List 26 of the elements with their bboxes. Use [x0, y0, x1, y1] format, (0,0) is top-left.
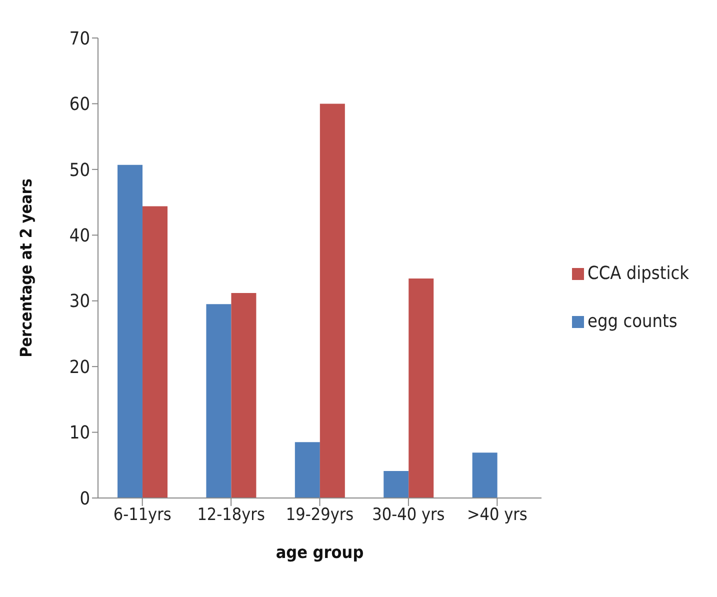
bar — [118, 164, 143, 498]
bar — [294, 442, 320, 498]
y-tick-label: 10 — [69, 422, 90, 444]
y-tick-label: 30 — [69, 291, 90, 312]
y-tick-label: 60 — [69, 94, 90, 116]
y-tick-label: 50 — [69, 160, 90, 181]
x-tick-label: >40 yrs — [466, 505, 528, 526]
bar — [142, 206, 168, 498]
bar — [472, 452, 498, 498]
x-axis-title: age group — [276, 543, 364, 563]
y-tick-label: 70 — [69, 28, 90, 50]
bar — [384, 471, 409, 498]
bar — [320, 104, 345, 498]
bar — [408, 278, 434, 498]
bar — [231, 292, 256, 498]
x-tick-label: 12-18yrs — [197, 505, 265, 526]
legend-label: egg counts — [588, 311, 678, 332]
y-tick-label: 0 — [80, 488, 90, 510]
y-tick-label: 40 — [69, 226, 90, 247]
y-axis-title: Percentage at 2 years — [16, 178, 36, 358]
legend-label: CCA dipstick — [588, 263, 689, 284]
x-tick-label: 30-40 yrs — [372, 505, 445, 526]
bar — [206, 304, 232, 498]
x-tick-label: 6-11yrs — [113, 505, 172, 526]
y-tick-label: 20 — [69, 356, 90, 378]
x-tick-label: 19-29yrs — [286, 505, 354, 526]
